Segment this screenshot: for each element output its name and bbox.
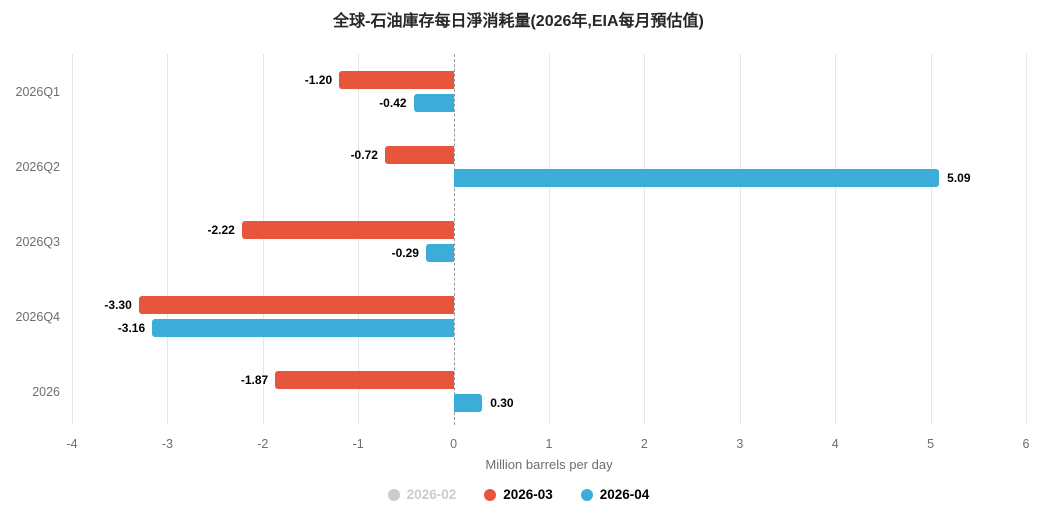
legend-marker-icon bbox=[580, 488, 593, 501]
zero-line bbox=[453, 54, 455, 425]
x-tick-label: 6 bbox=[1022, 437, 1030, 451]
legend: 2026-02 2026-03 2026-04 bbox=[0, 487, 1037, 502]
bar bbox=[384, 146, 454, 165]
chart-title: 全球-石油庫存每日淨消耗量(2026年,EIA每月預估值) bbox=[333, 13, 704, 30]
x-tick-label: -4 bbox=[66, 437, 78, 451]
x-tick-label: 0 bbox=[450, 437, 458, 451]
x-tick-label: 3 bbox=[736, 437, 744, 451]
legend-item-label: 2026-02 bbox=[406, 487, 457, 502]
bar-value-label: -1.87 bbox=[240, 373, 269, 388]
category-label: 2026 bbox=[32, 384, 60, 399]
x-tick-label: -3 bbox=[161, 437, 173, 451]
bar bbox=[453, 168, 940, 187]
bar bbox=[138, 296, 454, 315]
bar bbox=[152, 318, 454, 337]
gridline bbox=[930, 54, 932, 424]
x-tick-label: -1 bbox=[352, 437, 364, 451]
legend-marker-icon bbox=[484, 488, 497, 501]
bar-value-label: -0.42 bbox=[379, 95, 407, 110]
bar-value-label: -2.22 bbox=[207, 223, 235, 238]
category-label: 2026Q4 bbox=[15, 309, 60, 324]
bar-value-label: -3.30 bbox=[104, 298, 132, 313]
bar-value-label: -0.29 bbox=[391, 245, 419, 260]
x-tick-label: 2 bbox=[640, 437, 648, 451]
x-tick-label: 1 bbox=[545, 437, 553, 451]
legend-item-label: 2026-04 bbox=[599, 487, 650, 502]
gridline bbox=[644, 54, 646, 424]
legend-item[interactable]: 2026-04 bbox=[580, 487, 650, 502]
bar-value-label: 0.30 bbox=[490, 395, 514, 410]
bar bbox=[425, 243, 454, 262]
x-tick-label: 4 bbox=[831, 437, 839, 451]
bar bbox=[413, 93, 454, 112]
bar-value-label: 5.09 bbox=[947, 170, 971, 185]
bar-value-label: -0.72 bbox=[350, 148, 378, 163]
legend-marker-icon bbox=[387, 488, 400, 501]
bar-value-label: -1.20 bbox=[304, 73, 333, 88]
legend-item-label: 2026-03 bbox=[503, 487, 553, 502]
legend-item[interactable]: 2026-03 bbox=[484, 487, 553, 502]
category-label: 2026Q3 bbox=[15, 234, 60, 249]
gridline bbox=[549, 54, 550, 424]
bar bbox=[241, 221, 454, 240]
gridline bbox=[835, 54, 837, 424]
bar-value-label: -3.16 bbox=[117, 320, 146, 335]
category-label: 2026Q2 bbox=[15, 159, 60, 174]
bar bbox=[275, 371, 454, 390]
bar bbox=[453, 393, 483, 412]
gridline bbox=[167, 54, 169, 424]
gridline bbox=[739, 54, 741, 424]
legend-item[interactable]: 2026-02 bbox=[387, 487, 457, 502]
gridline bbox=[72, 54, 73, 424]
category-label: 2026Q1 bbox=[15, 84, 60, 99]
gridline bbox=[1026, 54, 1027, 424]
x-tick-label: 5 bbox=[927, 437, 935, 451]
bar bbox=[339, 71, 454, 90]
x-tick-label: -2 bbox=[257, 437, 269, 451]
x-axis-title: Million barrels per day bbox=[485, 457, 613, 472]
